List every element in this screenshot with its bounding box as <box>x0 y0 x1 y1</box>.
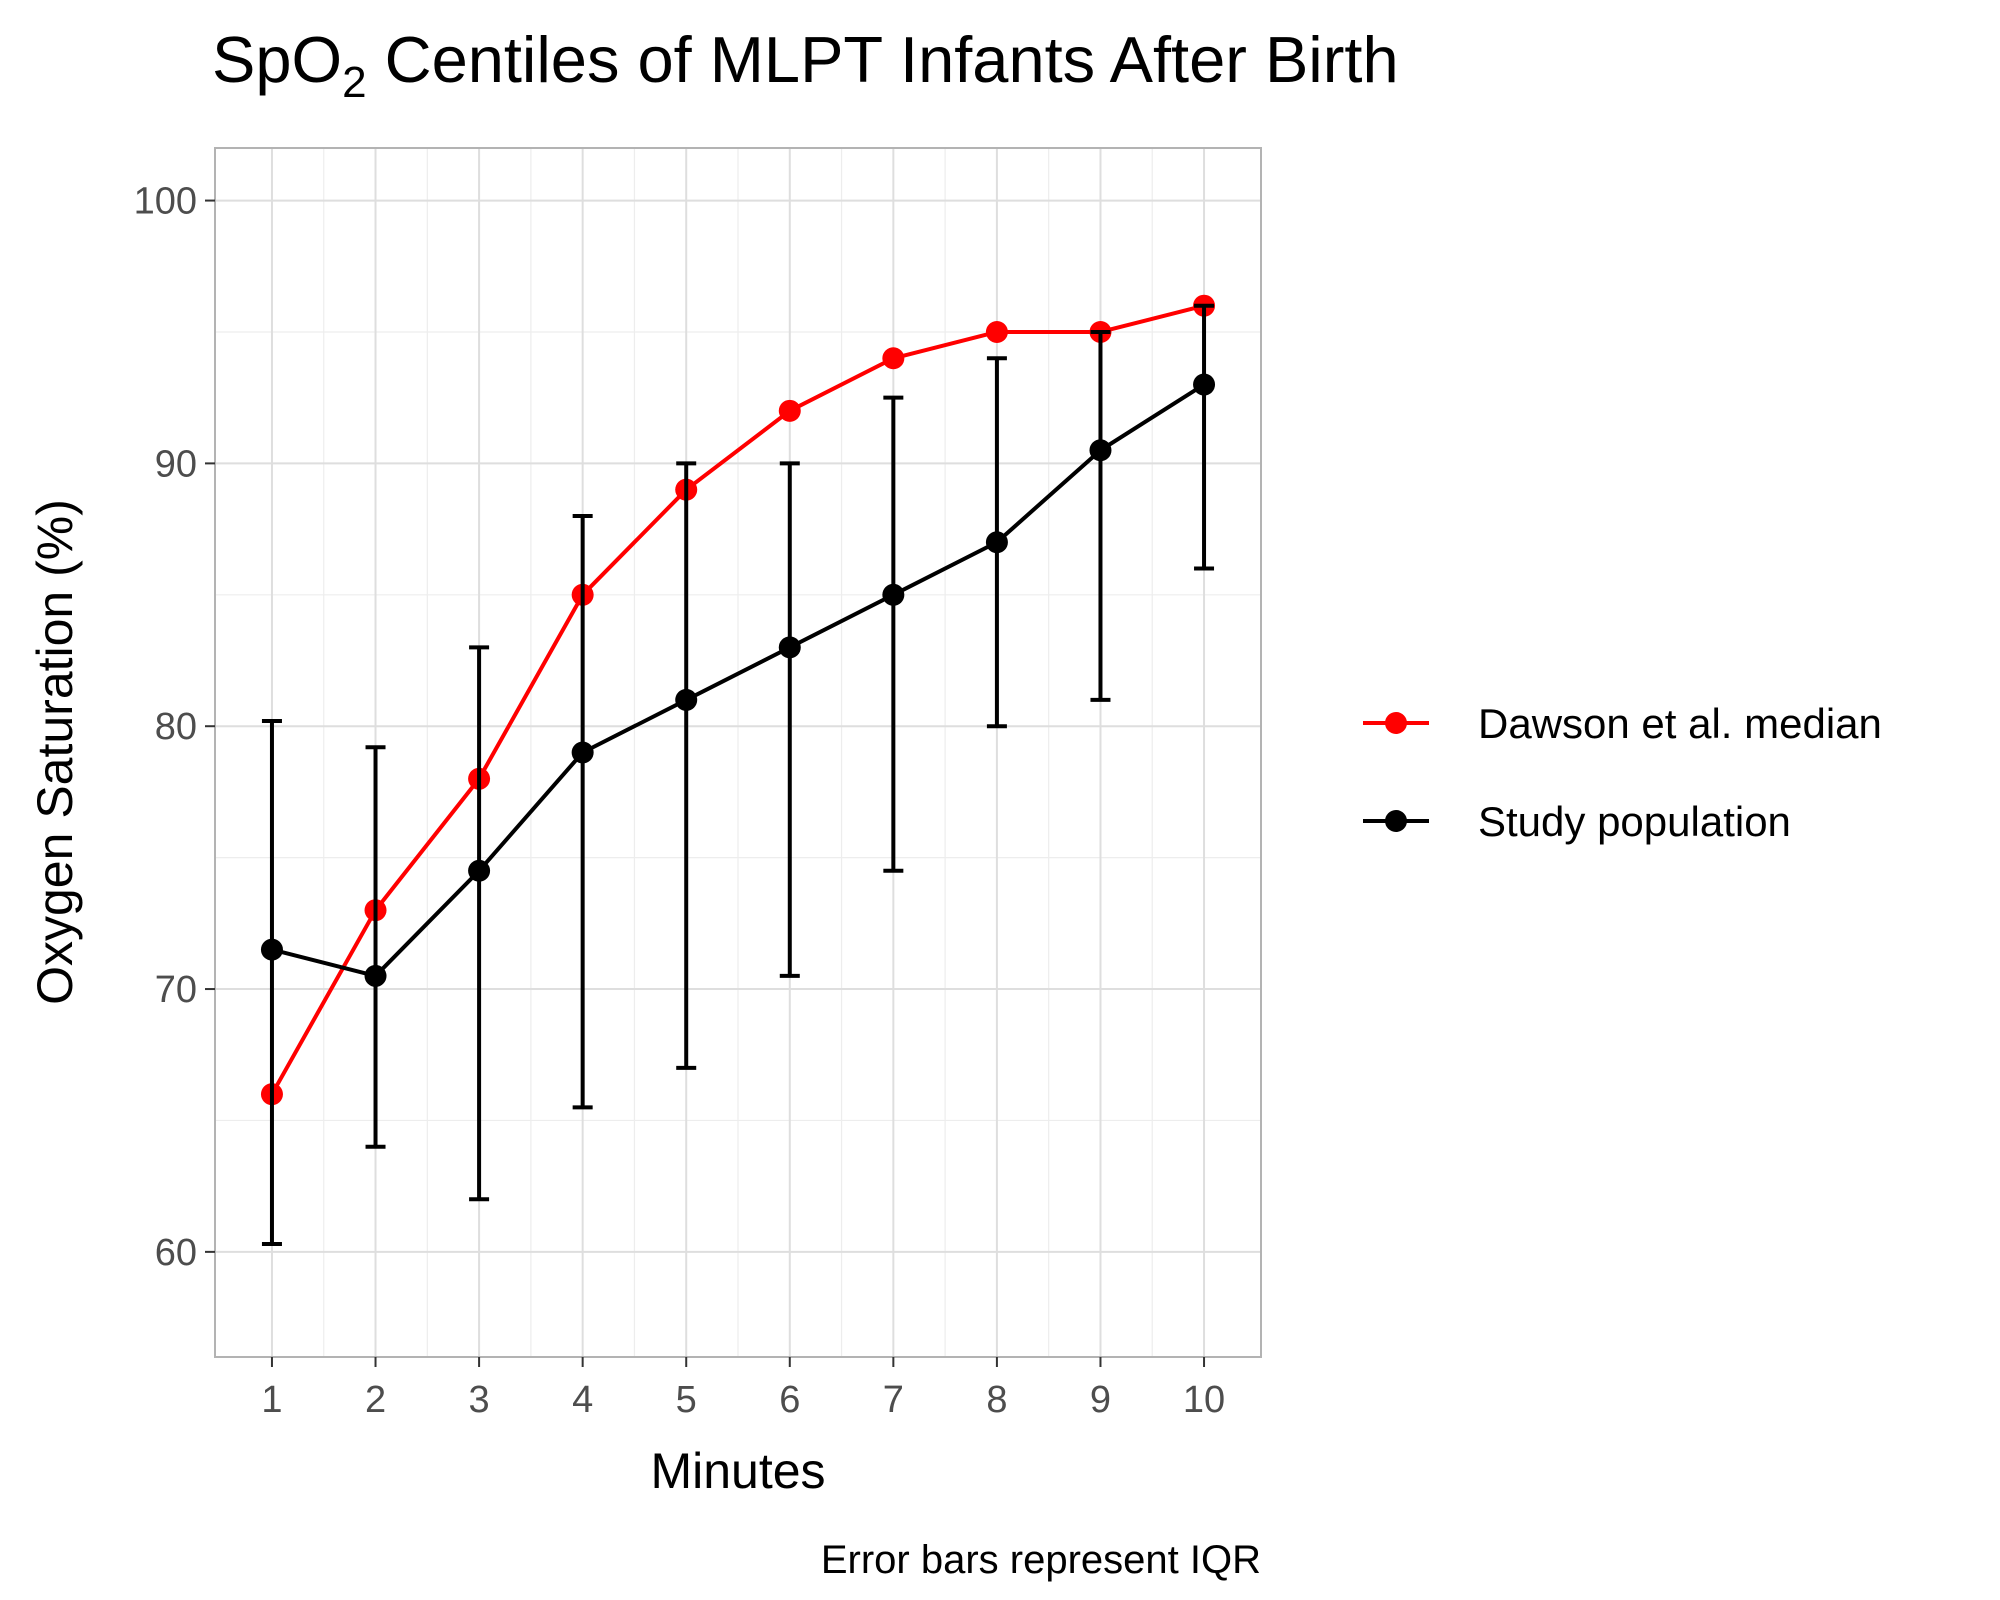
y-tick-label: 90 <box>155 443 197 485</box>
data-point <box>260 938 283 961</box>
data-point <box>882 583 905 606</box>
legend-label: Study population <box>1478 798 1791 845</box>
caption: Error bars represent IQR <box>821 1538 1261 1582</box>
plot-panel-border <box>214 147 1262 1358</box>
y-tick-label: 80 <box>155 706 197 748</box>
data-point <box>675 688 698 711</box>
series-1 <box>260 303 1216 1246</box>
y-axis-ticks: 60 70 80 90 100 <box>134 181 215 1274</box>
data-point <box>468 859 491 882</box>
legend-key-point <box>1385 712 1407 734</box>
y-tick-label: 70 <box>155 969 197 1011</box>
y-tick-label: 100 <box>134 181 197 223</box>
y-tick-label: 60 <box>155 1232 197 1274</box>
chart-title: SpO2 Centiles of MLPT Infants After Birt… <box>212 23 1399 107</box>
x-tick-label: 1 <box>261 1379 282 1421</box>
legend-key-point <box>1385 810 1407 832</box>
data-point <box>778 399 801 422</box>
x-tick-label: 6 <box>779 1379 800 1421</box>
x-tick-label: 8 <box>986 1379 1007 1421</box>
chart-title-main: SpO <box>212 23 342 96</box>
x-tick-label: 7 <box>883 1379 904 1421</box>
data-point <box>985 320 1008 343</box>
y-axis-title: Oxygen Saturation (%) <box>27 499 83 1005</box>
data-point <box>1193 373 1216 396</box>
data-point <box>882 347 905 370</box>
x-tick-label: 5 <box>676 1379 697 1421</box>
legend-label: Dawson et al. median <box>1478 700 1882 747</box>
data-point <box>1089 439 1112 462</box>
legend: Dawson et al. median Study population <box>1363 700 1882 845</box>
x-tick-label: 10 <box>1183 1379 1225 1421</box>
legend-item-0: Dawson et al. median <box>1363 700 1882 747</box>
data-point <box>778 636 801 659</box>
series-line <box>271 382 1206 978</box>
x-tick-label: 4 <box>572 1379 593 1421</box>
data-point <box>571 741 594 764</box>
chart-title-rest: Centiles of MLPT Infants After Birth <box>367 23 1399 96</box>
x-tick-label: 9 <box>1090 1379 1111 1421</box>
x-axis-ticks: 1 2 3 4 5 6 7 8 9 10 <box>261 1357 1225 1421</box>
legend-item-1: Study population <box>1363 798 1791 845</box>
chart-title-subscript: 2 <box>342 58 366 107</box>
data-point <box>985 531 1008 554</box>
x-tick-label: 3 <box>469 1379 490 1421</box>
data-point <box>364 964 387 987</box>
x-tick-label: 2 <box>365 1379 386 1421</box>
series-layer <box>260 294 1216 1246</box>
series-line <box>270 303 1205 1096</box>
x-axis-title: Minutes <box>650 1443 825 1499</box>
